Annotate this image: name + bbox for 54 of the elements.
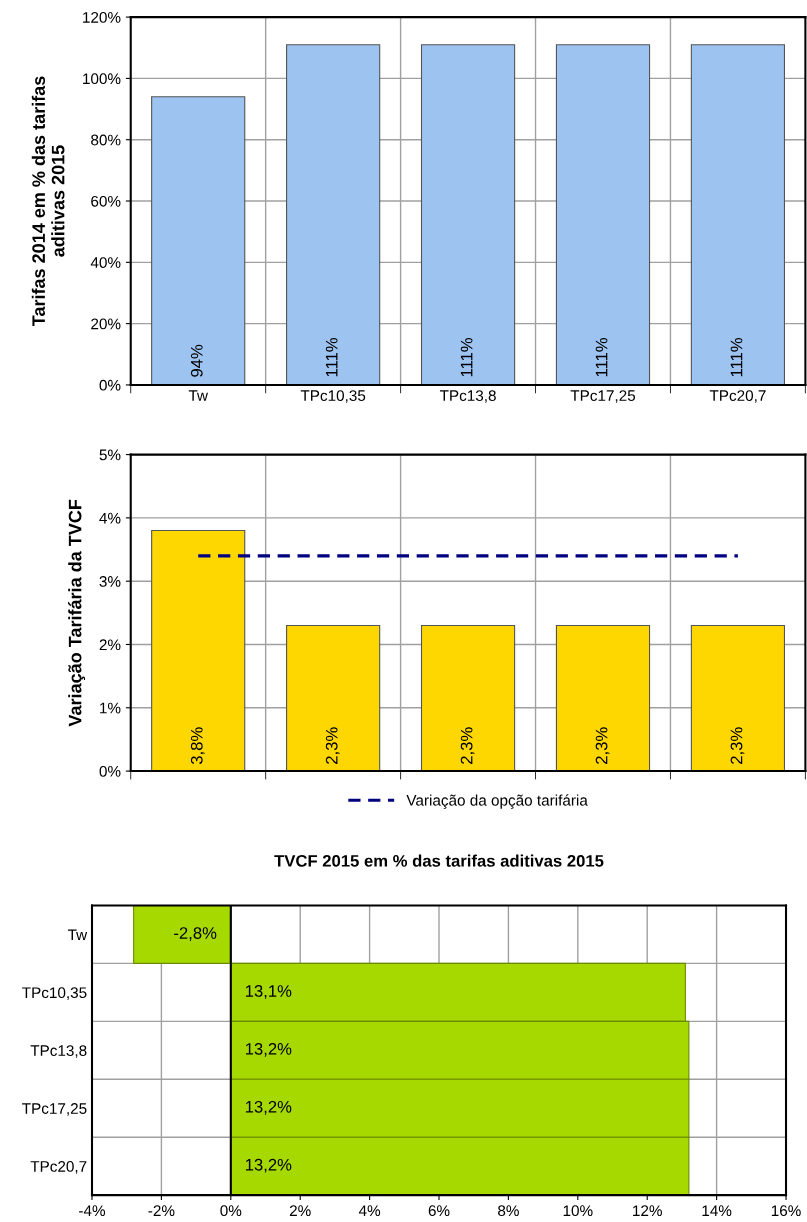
x-tick-label: TPc20,7 [709, 390, 766, 403]
data-label: 13,1% [245, 985, 292, 999]
y-axis-title: Tarifas 2014 em % das tarifas aditivas 2015 [31, 76, 65, 327]
y-tick-label: TPc10,35 [22, 987, 87, 1000]
x-tick-label: 8% [498, 1205, 519, 1217]
data-label: 2,3% [730, 727, 745, 764]
data-label: 13,2% [245, 1100, 292, 1115]
x-tick-label: Tw [188, 390, 208, 401]
data-label: 111% [595, 338, 608, 377]
y-tick-label: TPc17,25 [22, 1103, 87, 1116]
x-tick-label: 12% [633, 1205, 662, 1216]
data-label: 3,8% [190, 727, 205, 765]
y-tick-label: 0% [99, 765, 121, 777]
y-tick-label: 3% [99, 576, 121, 587]
y-tick-label: Tw [67, 929, 88, 940]
data-label: 111% [460, 338, 473, 377]
y-tick-label: 60% [91, 195, 121, 207]
x-tick-label: 14% [702, 1205, 732, 1216]
data-label: -2,8% [174, 927, 217, 941]
y-tick-label: 20% [91, 318, 121, 330]
y-tick-label: 100% [83, 73, 121, 85]
x-tick-label: 6% [428, 1205, 450, 1217]
y-tick-label: 120% [83, 11, 121, 23]
y-tick-label: 4% [99, 512, 121, 524]
data-label: 111% [325, 338, 338, 377]
x-tick-label: 10% [563, 1205, 593, 1217]
data-label: 94% [190, 344, 203, 377]
chart-title: TVCF 2015 em % das tarifas aditivas 2015 [274, 854, 604, 867]
y-tick-label: 0% [99, 379, 121, 391]
data-label: 13,2% [245, 1042, 292, 1057]
y-tick-label: 40% [90, 257, 121, 269]
data-label: 2,3% [460, 727, 475, 764]
y-tick-label: 2% [99, 639, 121, 651]
y-tick-label: 80% [91, 134, 121, 146]
x-tick-label: TPc10,35 [300, 390, 366, 403]
x-tick-label: TPc13,8 [439, 390, 496, 403]
x-tick-label: 2% [289, 1205, 311, 1216]
y-tick-label: 1% [100, 702, 121, 714]
x-tick-label: 16% [771, 1205, 801, 1217]
x-tick-label: -4% [79, 1205, 106, 1216]
y-tick-label: TPc13,8 [30, 1045, 87, 1058]
x-tick-label: TPc17,25 [570, 390, 636, 403]
data-label: 13,2% [245, 1158, 292, 1173]
x-tick-label: 0% [220, 1205, 242, 1217]
data-label: 2,3% [325, 727, 340, 764]
legend-label: Variação da opção tarifária [406, 794, 588, 809]
data-label: 111% [730, 338, 743, 377]
x-tick-label: -2% [148, 1205, 175, 1216]
data-label: 2,3% [595, 727, 610, 764]
y-tick-label: 5% [99, 449, 121, 461]
y-tick-label: TPc20,7 [30, 1161, 87, 1174]
x-tick-label: 4% [358, 1205, 381, 1216]
bar [133, 905, 232, 964]
y-axis-title: Variação Tarifária da TVCF [68, 499, 86, 727]
